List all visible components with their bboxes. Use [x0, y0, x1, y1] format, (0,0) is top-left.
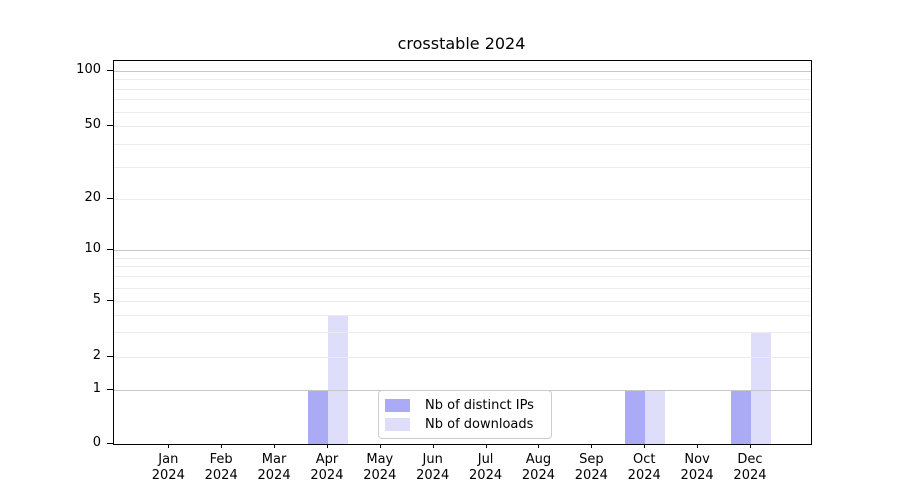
x-tick-jun [432, 444, 434, 448]
x-tick-nov [697, 444, 699, 448]
x-tick-feb [221, 444, 223, 448]
bar-nb-of-downloads-dec [750, 332, 771, 444]
gridline-9 [114, 257, 811, 259]
bar-nb-of-downloads-oct [645, 390, 666, 444]
y-tick-label-50: 50 [84, 117, 101, 132]
gridline-10 [114, 250, 811, 251]
x-tick-label-nov: Nov 2024 [680, 452, 714, 483]
gridline-8 [114, 266, 811, 268]
gridline-40 [114, 143, 811, 145]
gridline-80 [114, 88, 811, 90]
gridline-50 [114, 126, 811, 127]
y-tick-100 [107, 70, 113, 71]
y-tick-0 [107, 443, 113, 444]
x-tick-may [379, 444, 381, 448]
y-tick-20 [107, 198, 113, 199]
x-tick-jul [485, 444, 487, 448]
gridline-30 [114, 166, 811, 168]
gridline-100 [114, 71, 811, 72]
x-tick-label-sep: Sep 2024 [574, 452, 608, 483]
y-tick-10 [107, 249, 113, 250]
y-tick-50 [107, 125, 113, 126]
x-tick-apr [326, 444, 328, 448]
x-tick-sep [591, 444, 593, 448]
gridline-90 [114, 79, 811, 81]
x-tick-mar [274, 444, 276, 448]
gridline-7 [114, 276, 811, 278]
gridline-3 [114, 332, 811, 334]
gridline-20 [114, 199, 811, 200]
chart-title: crosstable 2024 [397, 34, 526, 53]
bar-nb-of-distinct-ips-dec [730, 390, 751, 444]
bar-nb-of-distinct-ips-apr [307, 390, 328, 444]
y-tick-label-20: 20 [84, 190, 101, 205]
gridline-2 [114, 357, 811, 358]
y-tick-label-2: 2 [92, 348, 101, 363]
gridline-4 [114, 314, 811, 316]
gridline-6 [114, 287, 811, 289]
legend: Nb of distinct IPs Nb of downloads [378, 390, 552, 439]
x-tick-label-apr: Apr 2024 [310, 452, 344, 483]
y-tick-2 [107, 356, 113, 357]
x-tick-jan [168, 444, 170, 448]
y-tick-1 [107, 389, 113, 390]
y-tick-label-1: 1 [92, 381, 101, 396]
gridline-5 [114, 301, 811, 302]
y-tick-5 [107, 300, 113, 301]
bar-nb-of-distinct-ips-oct [625, 390, 646, 444]
x-tick-label-jan: Jan 2024 [151, 452, 185, 483]
y-tick-label-5: 5 [92, 292, 101, 307]
legend-row-downloads: Nb of downloads [385, 415, 551, 434]
x-tick-label-aug: Aug 2024 [521, 452, 555, 483]
y-tick-label-10: 10 [84, 241, 101, 256]
x-tick-label-oct: Oct 2024 [627, 452, 661, 483]
x-tick-label-jun: Jun 2024 [416, 452, 450, 483]
legend-swatch-distinct-ips [385, 399, 410, 412]
x-tick-label-mar: Mar 2024 [257, 452, 291, 483]
x-tick-label-may: May 2024 [363, 452, 397, 483]
x-tick-aug [538, 444, 540, 448]
gridline-70 [114, 99, 811, 101]
x-tick-label-dec: Dec 2024 [733, 452, 767, 483]
bar-nb-of-downloads-apr [327, 314, 348, 444]
y-tick-label-100: 100 [76, 62, 101, 77]
x-tick-label-jul: Jul 2024 [469, 452, 503, 483]
legend-label-distinct-ips: Nb of distinct IPs [425, 398, 534, 413]
legend-label-downloads: Nb of downloads [425, 417, 534, 432]
x-tick-label-feb: Feb 2024 [204, 452, 238, 483]
x-tick-oct [644, 444, 646, 448]
legend-swatch-downloads [385, 418, 410, 431]
x-tick-dec [749, 444, 751, 448]
legend-row-distinct-ips: Nb of distinct IPs [385, 396, 551, 415]
y-tick-label-0: 0 [92, 435, 101, 450]
plot-area [113, 60, 812, 445]
gridline-60 [114, 111, 811, 113]
